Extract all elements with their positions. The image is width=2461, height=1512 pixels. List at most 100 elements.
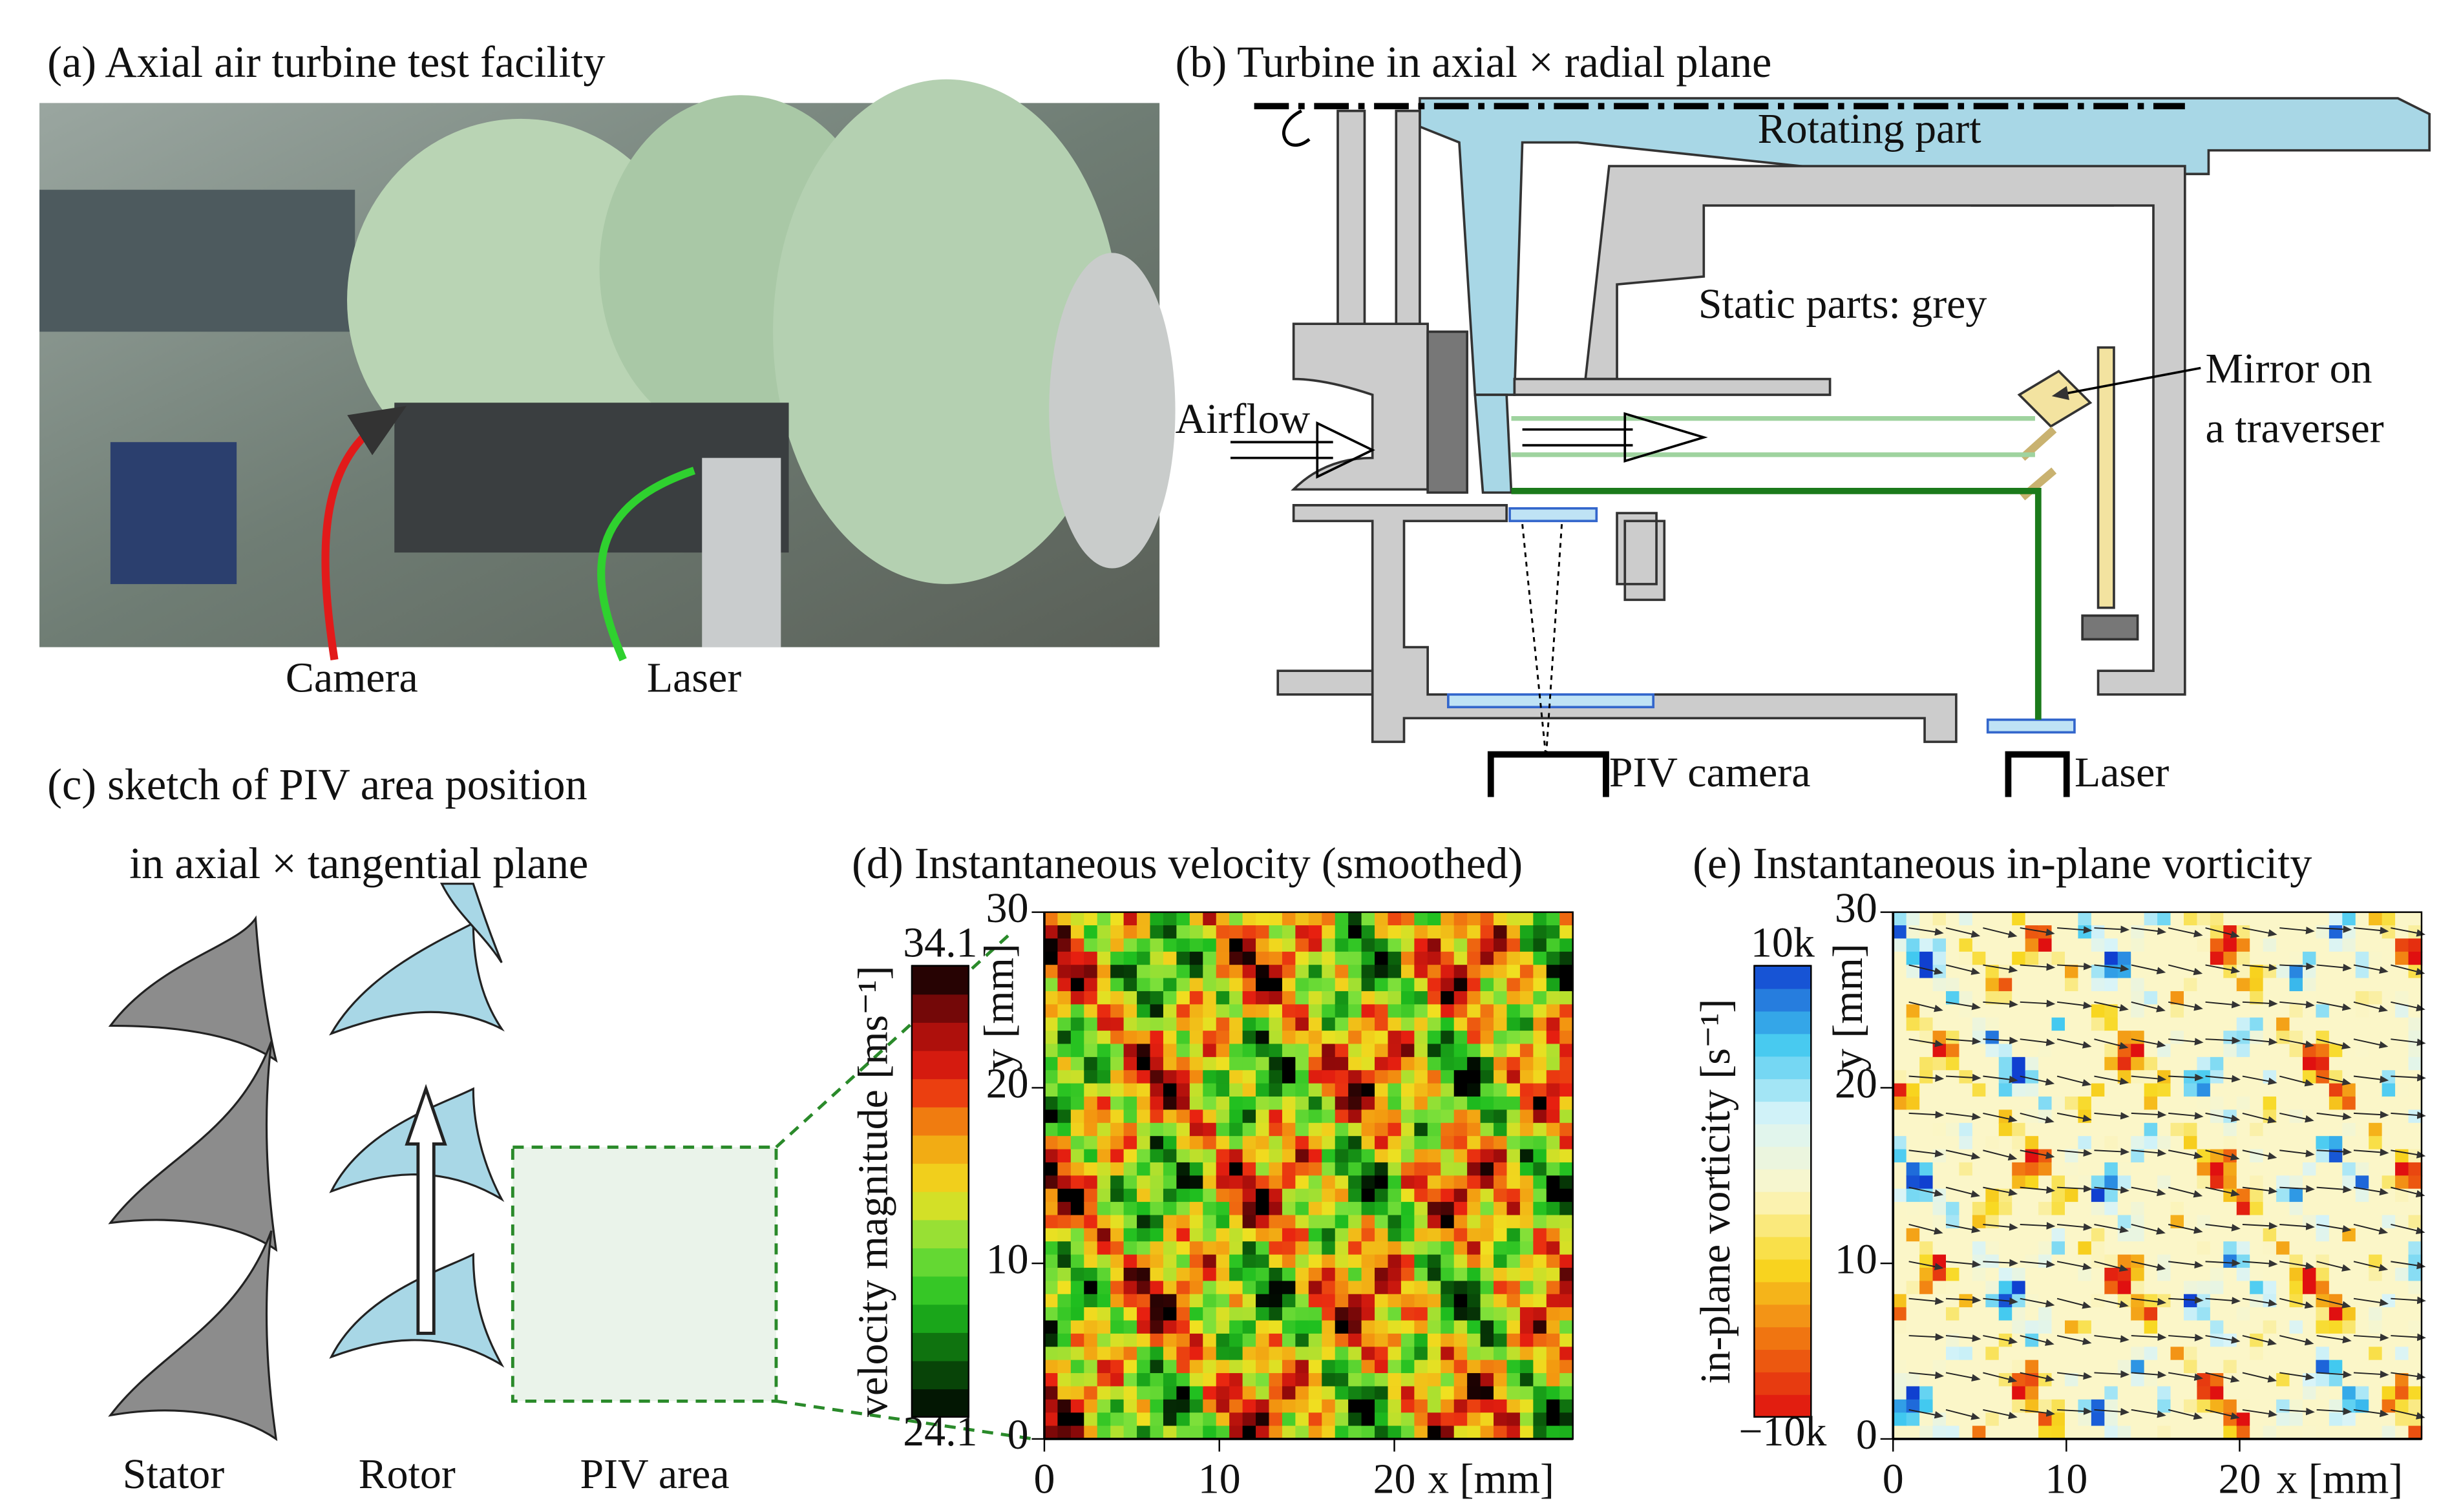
heatmap-cell [2064, 1122, 2079, 1137]
heatmap-cell [1414, 1188, 1429, 1203]
heatmap-cell [1959, 1175, 1974, 1190]
heatmap-cell [2051, 1267, 2066, 1282]
heatmap-cell [2078, 1228, 2093, 1243]
heatmap-cell [2210, 1294, 2224, 1308]
vector-arrow [2094, 1224, 2129, 1234]
vector-arrow [2242, 1075, 2277, 1086]
heatmap-cell [1519, 1070, 1534, 1084]
heatmap-cell [1506, 938, 1521, 953]
heatmap-cell [2369, 1097, 2383, 1111]
heatmap-cell [2263, 1175, 2277, 1190]
heatmap-cell [2091, 1083, 2106, 1098]
heatmap-cell [1427, 1136, 1442, 1150]
heatmap-cell [1480, 1241, 1495, 1255]
heatmap-cell [1893, 951, 1907, 966]
vector-arrow [1945, 1150, 1981, 1160]
heatmap-cell [1400, 925, 1415, 940]
heatmap-cell [2369, 1083, 2383, 1098]
heatmap-cell [2157, 1149, 2171, 1164]
heatmap-cell [2064, 1307, 2079, 1321]
shape [597, 467, 696, 662]
vector-arrow [2168, 1150, 2203, 1159]
heatmap-cell [1150, 1202, 1165, 1216]
heatmap-cell [1295, 1122, 1310, 1137]
heatmap-cell [1494, 1162, 1508, 1177]
heatmap-cell [1519, 1386, 1534, 1401]
heatmap-cell [2064, 938, 2079, 953]
heatmap-cell [1084, 1056, 1098, 1071]
heatmap-cell [2091, 1122, 2106, 1137]
heatmap-cell [1414, 1162, 1429, 1177]
heatmap-cell [1506, 1294, 1521, 1308]
heatmap-cell [2104, 1202, 2118, 1216]
heatmap-cell [1998, 1031, 2013, 1045]
heatmap-cell [2263, 951, 2277, 966]
heatmap-cell [2157, 1294, 2171, 1308]
heatmap-cell [1919, 1425, 1934, 1440]
heatmap-cell [2369, 1162, 2383, 1177]
heatmap-cell [2289, 991, 2304, 1005]
heatmap-cell [1400, 1083, 1415, 1098]
heatmap-cell [2342, 1307, 2356, 1321]
turbine-diagram [1276, 97, 2431, 743]
heatmap-cell [1427, 1347, 1442, 1361]
heatmap-cell [1959, 1228, 1974, 1243]
heatmap-cell [2276, 951, 2290, 966]
x-tick-label: 20 [1373, 1455, 1416, 1502]
heatmap-cell [2117, 1202, 2132, 1216]
heatmap-cell [1519, 1294, 1534, 1308]
heatmap-cell [1998, 1136, 2013, 1150]
heatmap-cell [1494, 1347, 1508, 1361]
heatmap-cell [1282, 1031, 1296, 1045]
heatmap-cell [1559, 1031, 1574, 1045]
heatmap-cell [2302, 1267, 2317, 1282]
heatmap-cell [1972, 951, 1987, 966]
heatmap-cell [1335, 978, 1349, 992]
heatmap-cell [2091, 1267, 2106, 1282]
heatmap-cell [1480, 1004, 1495, 1018]
heatmap-cell [2276, 1347, 2290, 1361]
heatmap-cell [1519, 1097, 1534, 1111]
heatmap-cell [2263, 912, 2277, 927]
heatmap-cell [1972, 1175, 1987, 1190]
heatmap-cell [1480, 1399, 1495, 1414]
heatmap-cell [2183, 1399, 2198, 1414]
heatmap-cell [2210, 1267, 2224, 1282]
heatmap-cell [1400, 1109, 1415, 1124]
heatmap-cell [2395, 1254, 2409, 1269]
heatmap-cell [2064, 1360, 2079, 1374]
heatmap-cell [1282, 1202, 1296, 1216]
heatmap-cell [2025, 938, 2040, 953]
heatmap-cell [1906, 978, 1921, 992]
y-tick-label: 10 [1835, 1235, 1877, 1283]
heatmap-cell [2038, 1412, 2053, 1427]
heatmap-cell [1242, 951, 1257, 966]
colorbar-segment [1754, 1124, 1811, 1147]
heatmap-cell [1242, 1175, 1257, 1190]
heatmap-cell [2369, 1347, 2383, 1361]
heatmap-cell [2395, 938, 2409, 953]
heatmap-cell [1163, 1044, 1178, 1058]
heatmap-cell [1216, 1373, 1230, 1387]
heatmap-cell [2197, 1294, 2212, 1308]
vector-arrow [2353, 1261, 2389, 1272]
heatmap-cell [2025, 925, 2040, 940]
heatmap-cell [1893, 1083, 1907, 1098]
heatmap-cell [1189, 1360, 1204, 1374]
heatmap-cell [1229, 1136, 1243, 1150]
heatmap-cell [2236, 1056, 2251, 1071]
heatmap-cell [2382, 1215, 2396, 1230]
heatmap-cell [1137, 1425, 1151, 1440]
heatmap-cell [1546, 1136, 1561, 1150]
heatmap-cell [1123, 1360, 1138, 1374]
heatmap-cell [2091, 1241, 2106, 1255]
heatmap-cell [1388, 1333, 1402, 1348]
heatmap-cell [1388, 951, 1402, 966]
heatmap-cell [2012, 1188, 2026, 1203]
heatmap-cell [1400, 965, 1415, 979]
vector-arrow [1908, 927, 1944, 936]
heatmap-cell [1295, 1412, 1310, 1427]
shape [39, 189, 355, 332]
heatmap-cell [1097, 1070, 1112, 1084]
heatmap-cell [1972, 1083, 1987, 1098]
